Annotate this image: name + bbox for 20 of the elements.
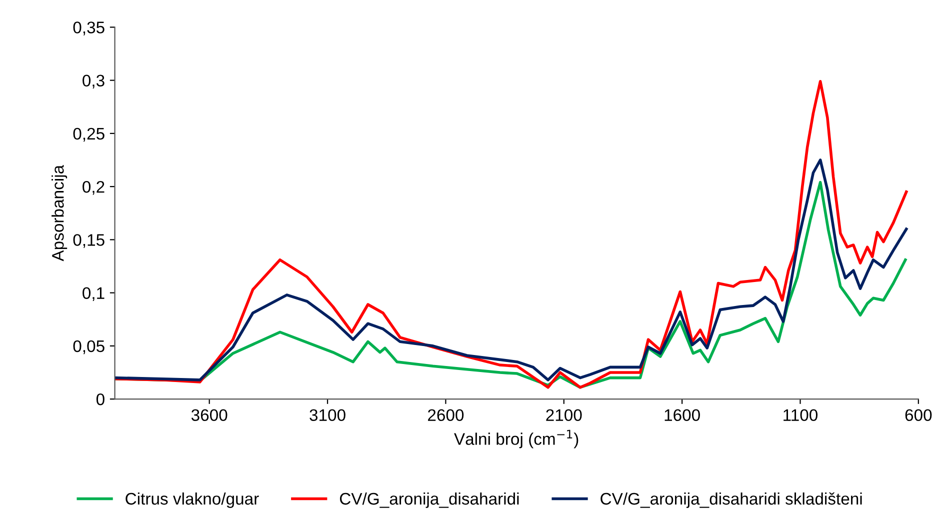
legend-label: CV/G_aronija_disaharidi skladišteni (600, 492, 862, 508)
y-tick-label: 0,05 (73, 340, 104, 354)
y-tick-label: 0,35 (73, 22, 104, 36)
x-tick-label: 1100 (784, 409, 818, 422)
x-tick-label: 3600 (191, 409, 228, 422)
y-tick-label: 0,15 (73, 234, 104, 248)
y-tick-label: 0,1 (82, 287, 104, 301)
x-tick-label: 600 (905, 409, 932, 422)
legend-label: CV/G_aronija_disaharidi (340, 492, 519, 508)
y-tick-label: 0,3 (82, 74, 104, 88)
legend-label: Citrus vlakno/guar (126, 492, 259, 508)
y-tick-label: 0 (96, 393, 104, 406)
x-tick-label: 3100 (310, 409, 346, 422)
x-tick-label: 1600 (664, 409, 700, 422)
x-tick-label: 2600 (428, 409, 464, 422)
y-tick-label: 0,2 (82, 180, 104, 195)
x-axis-title: Valni broj (cm$^{−1}$) (454, 430, 578, 448)
x-tick-label: 2100 (546, 409, 582, 422)
y-axis-title: Apsorbancija (52, 164, 68, 262)
y-tick-label: 0,25 (73, 128, 104, 142)
